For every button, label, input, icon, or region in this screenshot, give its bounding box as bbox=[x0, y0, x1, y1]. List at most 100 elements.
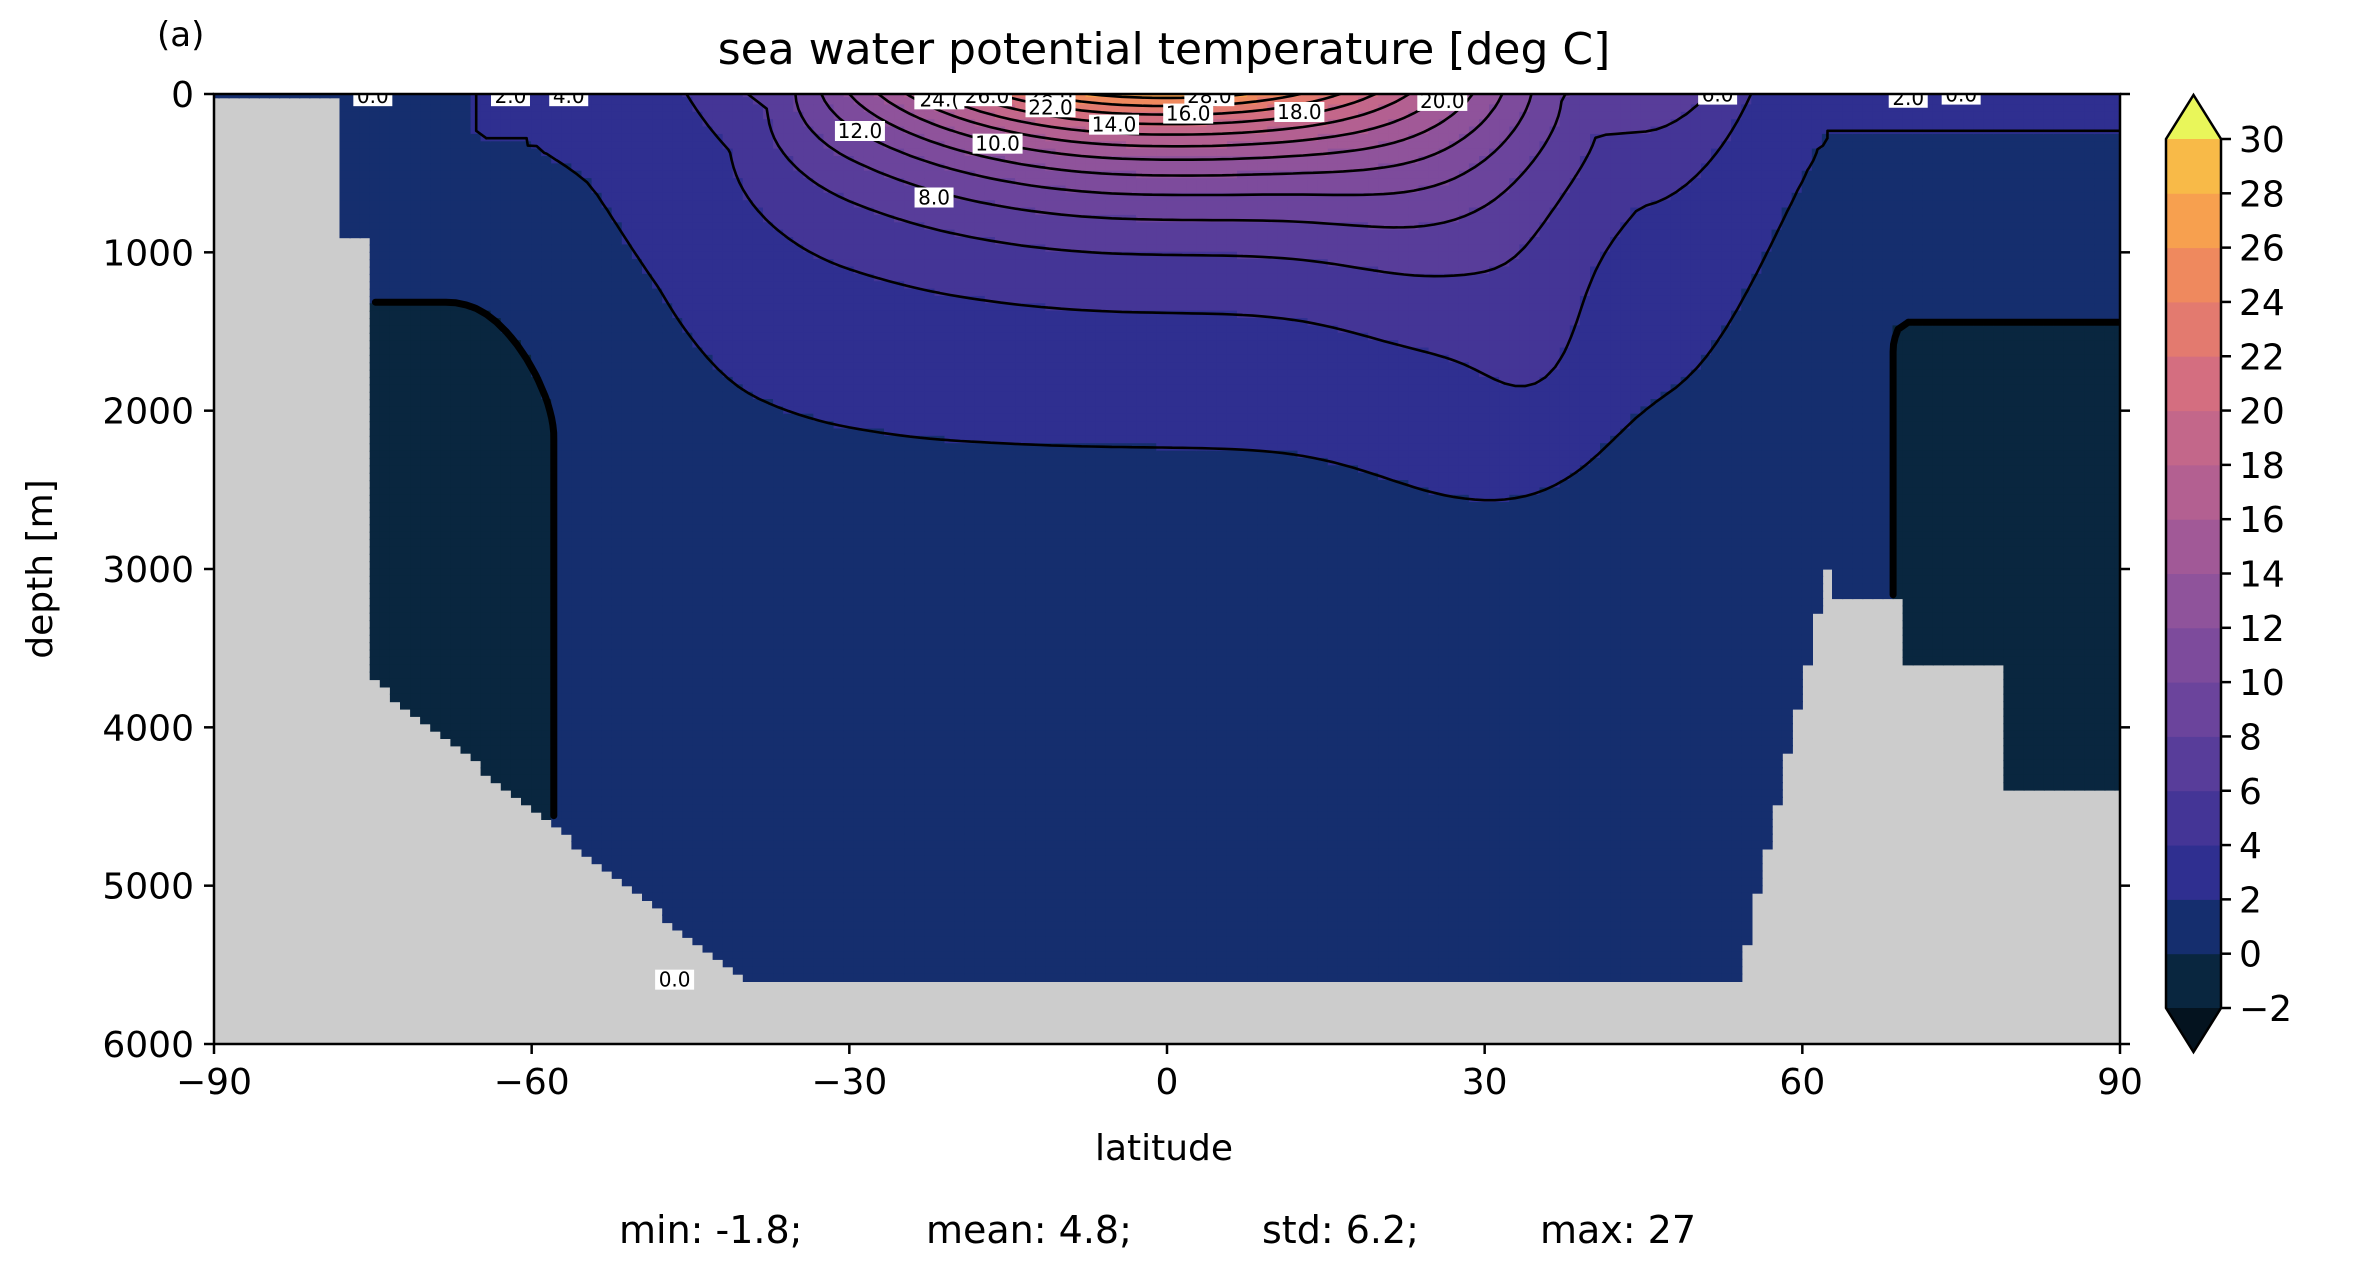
temperature-cell bbox=[722, 524, 734, 533]
temperature-cell bbox=[732, 590, 745, 600]
temperature-cell bbox=[621, 590, 634, 600]
temperature-cell bbox=[773, 921, 785, 931]
temperature-cell bbox=[440, 111, 452, 121]
temperature-cell bbox=[510, 524, 523, 533]
temperature-cell bbox=[833, 789, 845, 798]
temperature-cell bbox=[662, 472, 674, 482]
temperature-cell bbox=[611, 421, 623, 430]
temperature-cell bbox=[389, 457, 402, 467]
temperature-cell bbox=[783, 737, 795, 747]
temperature-cell bbox=[652, 759, 664, 769]
temperature-cell bbox=[450, 399, 462, 408]
temperature-cell bbox=[803, 885, 815, 894]
temperature-cell bbox=[722, 686, 734, 695]
temperature-cell bbox=[531, 590, 543, 600]
temperature-cell bbox=[490, 472, 502, 482]
temperature-cell bbox=[510, 605, 523, 614]
temperature-cell bbox=[531, 303, 543, 312]
temperature-cell bbox=[783, 767, 795, 776]
temperature-cell bbox=[763, 185, 775, 195]
temperature-cell bbox=[611, 730, 623, 739]
temperature-cell bbox=[642, 546, 654, 555]
temperature-cell bbox=[510, 251, 523, 261]
temperature-cell bbox=[823, 730, 835, 739]
temperature-cell bbox=[823, 546, 835, 555]
temperature-cell bbox=[833, 863, 845, 872]
temperature-cell bbox=[611, 288, 623, 298]
temperature-cell bbox=[470, 524, 482, 533]
temperature-cell bbox=[470, 612, 482, 622]
temperature-cell bbox=[682, 575, 694, 585]
temperature-cell bbox=[400, 693, 412, 703]
temperature-cell bbox=[692, 266, 704, 276]
temperature-cell bbox=[692, 811, 704, 820]
temperature-cell bbox=[823, 494, 835, 504]
temperature-cell bbox=[571, 752, 583, 762]
temperature-cell bbox=[369, 664, 381, 673]
temperature-cell bbox=[692, 406, 704, 415]
temperature-cell bbox=[571, 413, 583, 423]
temperature-cell bbox=[369, 244, 381, 253]
temperature-cell bbox=[591, 391, 603, 401]
temperature-cell bbox=[773, 855, 785, 865]
temperature-cell bbox=[631, 855, 644, 865]
temperature-cell bbox=[692, 538, 704, 548]
temperature-cell bbox=[591, 222, 603, 231]
temperature-cell bbox=[339, 133, 351, 143]
temperature-cell bbox=[722, 538, 734, 548]
temperature-cell bbox=[672, 347, 684, 357]
temperature-cell bbox=[631, 178, 644, 187]
temperature-cell bbox=[722, 907, 734, 916]
temperature-cell bbox=[500, 443, 513, 452]
temperature-cell bbox=[682, 148, 694, 158]
temperature-cell bbox=[400, 207, 412, 217]
temperature-cell bbox=[783, 494, 795, 504]
temperature-cell bbox=[400, 391, 412, 401]
temperature-cell bbox=[500, 494, 513, 504]
temperature-cell bbox=[490, 737, 502, 747]
temperature-cell bbox=[642, 509, 654, 519]
temperature-cell bbox=[752, 907, 765, 916]
temperature-cell bbox=[450, 686, 462, 695]
temperature-cell bbox=[722, 921, 734, 931]
temperature-cell bbox=[531, 354, 543, 364]
temperature-cell bbox=[752, 870, 765, 879]
temperature-cell bbox=[400, 678, 412, 688]
temperature-cell bbox=[470, 207, 482, 217]
temperature-cell bbox=[420, 94, 432, 99]
temperature-cell bbox=[400, 288, 412, 298]
temperature-cell bbox=[470, 561, 482, 570]
temperature-cell bbox=[541, 185, 553, 195]
temperature-cell bbox=[500, 509, 513, 519]
temperature-cell bbox=[480, 281, 492, 290]
temperature-cell bbox=[773, 774, 785, 784]
temperature-cell bbox=[571, 111, 583, 121]
temperature-cell bbox=[722, 855, 734, 865]
temperature-cell bbox=[551, 163, 563, 172]
temperature-cell bbox=[389, 178, 402, 187]
temperature-cell bbox=[500, 686, 513, 695]
temperature-cell bbox=[510, 450, 523, 460]
temperature-cell bbox=[783, 723, 795, 732]
temperature-cell bbox=[742, 509, 755, 519]
temperature-cell bbox=[742, 222, 755, 231]
temperature-cell bbox=[742, 156, 755, 165]
temperature-cell bbox=[803, 222, 815, 231]
temperature-cell bbox=[722, 958, 734, 968]
temperature-cell bbox=[642, 502, 654, 511]
temperature-cell bbox=[722, 170, 734, 180]
temperature-cell bbox=[541, 774, 553, 784]
temperature-cell bbox=[652, 111, 664, 121]
temperature-cell bbox=[833, 156, 845, 165]
temperature-cell bbox=[389, 207, 402, 217]
temperature-cell bbox=[420, 97, 432, 106]
temperature-cell bbox=[722, 664, 734, 673]
temperature-cell bbox=[430, 325, 442, 334]
temperature-cell bbox=[672, 627, 684, 636]
temperature-cell bbox=[561, 288, 573, 298]
temperature-cell bbox=[379, 656, 392, 666]
temperature-cell bbox=[813, 450, 825, 460]
temperature-cell bbox=[389, 516, 402, 526]
temperature-cell bbox=[732, 605, 745, 614]
temperature-cell bbox=[591, 818, 603, 828]
